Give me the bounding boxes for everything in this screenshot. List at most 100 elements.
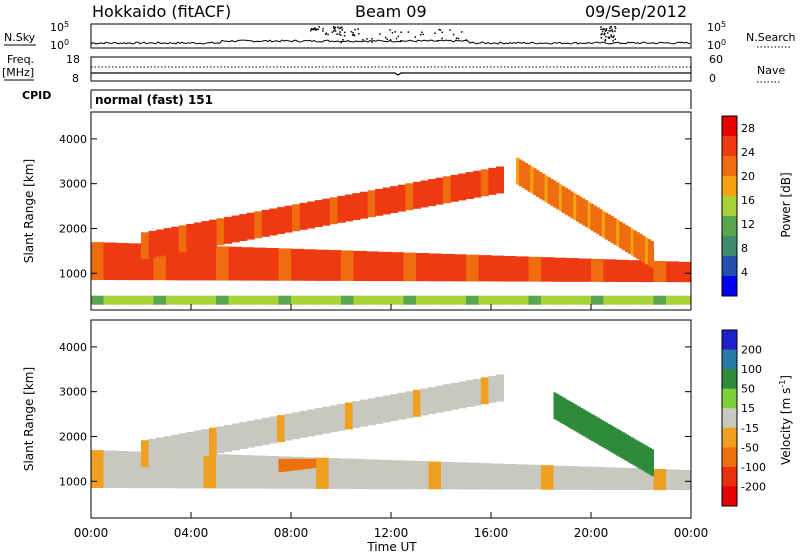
nsearch-point: [600, 28, 602, 31]
nsearch-point: [461, 31, 463, 33]
y-tick-label: 1000: [59, 267, 87, 280]
velocity-cell: [303, 458, 305, 470]
velocity-cell: [224, 424, 233, 452]
velocity-heatmap: [91, 374, 691, 491]
velocity-cell: [353, 458, 367, 489]
nsearch-point: [317, 28, 319, 31]
power-cell: [278, 295, 292, 305]
velocity-cell: [605, 422, 609, 450]
power-colorbar-swatch: [722, 276, 737, 297]
nsearch-point: [357, 28, 359, 30]
power-cell: [378, 295, 392, 305]
velocity-cell: [576, 405, 579, 433]
nsearch-point: [310, 28, 313, 30]
nsearch-point: [614, 30, 616, 32]
power-cell: [276, 207, 285, 234]
power-cell: [378, 251, 392, 282]
velocity-cell: [141, 440, 150, 468]
velocity-cell: [488, 375, 497, 403]
velocity-cell: [678, 469, 691, 491]
freq-unit: [MHz]: [2, 66, 34, 79]
nsearch-point: [312, 28, 315, 30]
velocity-cell: [128, 451, 142, 489]
velocity-cell: [289, 458, 291, 471]
power-cell: [466, 254, 479, 282]
velocity-cell: [643, 444, 646, 472]
power-cell: [530, 166, 534, 194]
power-cell: [337, 195, 346, 223]
power-cell: [224, 216, 233, 244]
velocity-cell: [478, 463, 492, 490]
power-cell: [495, 166, 504, 194]
velocity-cell: [428, 387, 437, 414]
power-cell: [547, 177, 551, 205]
velocity-colorbar-tick: 200: [741, 344, 762, 357]
power-cell: [228, 246, 242, 281]
velocity-cell: [307, 409, 316, 437]
nsearch-point: [610, 30, 612, 32]
power-cell: [391, 252, 404, 282]
power-cell: [193, 222, 202, 250]
power-cell: [527, 164, 531, 192]
nsearch-point: [333, 27, 335, 29]
velocity-cell: [611, 426, 615, 454]
velocity-cell: [287, 458, 290, 472]
power-cell: [616, 219, 620, 247]
nsearch-point: [310, 29, 312, 32]
velocity-cell: [280, 458, 282, 473]
power-colorbar-tick: 16: [741, 194, 755, 207]
power-y-axis: 1000 2000 3000 4000: [59, 133, 691, 280]
power-colorbar-frame: [721, 115, 738, 297]
power-cell: [566, 258, 579, 282]
velocity-cell: [466, 462, 479, 490]
velocity-cell: [284, 413, 293, 441]
nsearch-point: [343, 35, 346, 37]
power-cell: [316, 249, 329, 281]
velocity-cell: [280, 458, 283, 472]
power-colorbar-label: Power [dB]: [779, 172, 793, 237]
power-cell: [573, 193, 577, 220]
velocity-cell: [653, 469, 667, 491]
velocity-colorbar-tick: 15: [741, 402, 755, 415]
nsearch-point: [414, 36, 416, 38]
velocity-cell: [309, 458, 311, 469]
power-cell: [390, 186, 399, 213]
power-cell: [544, 175, 548, 203]
nsearch-point: [612, 36, 614, 38]
nsearch-point: [371, 38, 373, 40]
nsearch-point: [400, 31, 402, 33]
power-cell: [322, 198, 331, 226]
power-y-axis-label: Slant Range [km]: [22, 159, 36, 263]
velocity-cell: [578, 406, 582, 434]
power-cell: [578, 258, 592, 282]
velocity-cell: [428, 461, 442, 490]
velocity-cell: [588, 412, 592, 440]
nsearch-point: [331, 31, 334, 33]
velocity-cell: [553, 392, 557, 420]
power-cell: [666, 295, 679, 305]
velocity-cell: [378, 459, 392, 490]
velocity-cell: [302, 458, 304, 470]
power-cell: [524, 163, 528, 190]
power-cell: [269, 208, 278, 236]
power-cell: [329, 197, 338, 225]
velocity-cell: [305, 458, 308, 469]
power-cell: [578, 295, 592, 305]
velocity-cell: [312, 458, 314, 469]
power-cell: [466, 295, 479, 305]
power-cell: [590, 203, 594, 231]
velocity-cell: [570, 402, 573, 429]
nsearch-point: [610, 35, 613, 38]
power-cell: [624, 225, 629, 252]
power-cell: [191, 295, 204, 305]
time-x-axis: 00:00 04:00 08:00 12:00 16:00 20:00 00:00: [74, 304, 708, 540]
x-tick-label: 04:00: [174, 526, 209, 540]
nsearch-point: [605, 35, 607, 38]
velocity-colorbar-tick: -200: [741, 480, 766, 493]
power-colorbar: 4 8 12 16 20 24 28: [721, 115, 755, 297]
power-cell: [591, 295, 604, 305]
nsearch-point: [441, 31, 444, 34]
power-cell: [536, 170, 540, 197]
nsearch-point: [384, 36, 387, 39]
power-cell: [191, 245, 204, 281]
